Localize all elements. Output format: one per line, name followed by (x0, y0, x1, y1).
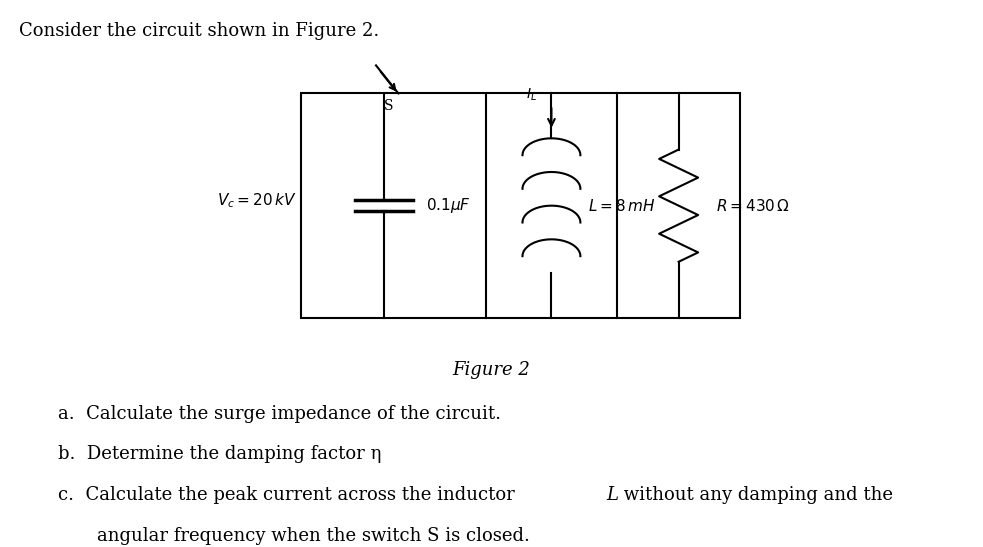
Text: c.  Calculate the peak current across the inductor: c. Calculate the peak current across the… (58, 486, 520, 504)
Text: without any damping and the: without any damping and the (618, 486, 894, 504)
Text: L: L (607, 486, 618, 504)
Text: Figure 2: Figure 2 (452, 361, 531, 379)
Text: $R = 430\,\Omega$: $R = 430\,\Omega$ (716, 197, 789, 214)
Text: S: S (384, 98, 393, 113)
Text: Consider the circuit shown in Figure 2.: Consider the circuit shown in Figure 2. (19, 22, 379, 40)
Text: $V_c = 20\,kV$: $V_c = 20\,kV$ (217, 191, 297, 210)
Text: b.  Determine the damping factor η: b. Determine the damping factor η (58, 445, 381, 463)
Text: a.  Calculate the surge impedance of the circuit.: a. Calculate the surge impedance of the … (58, 405, 500, 423)
Text: $I_L$: $I_L$ (526, 86, 537, 103)
Text: $0.1\mu F$: $0.1\mu F$ (426, 196, 471, 215)
Text: angular frequency when the switch S is closed.: angular frequency when the switch S is c… (96, 527, 530, 545)
Text: $L = 8\,mH$: $L = 8\,mH$ (588, 197, 656, 214)
